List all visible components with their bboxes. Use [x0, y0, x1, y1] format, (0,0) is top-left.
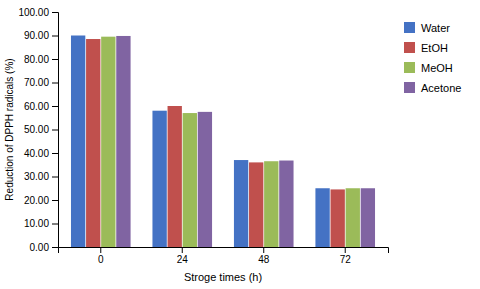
bar [361, 188, 375, 247]
bar-series [71, 36, 330, 248]
bar [346, 188, 360, 247]
legend-swatch [404, 82, 415, 93]
legend-swatch [404, 42, 415, 53]
bar [315, 188, 329, 247]
tick-label: 10.00 [24, 218, 49, 229]
tick: 30.00 [24, 171, 58, 182]
tick: 72 [340, 247, 352, 265]
tick-mark [52, 83, 58, 84]
tick-mark [52, 59, 58, 60]
legend-swatch [404, 22, 415, 33]
legend-swatch [404, 62, 415, 73]
tick: 20.00 [24, 195, 58, 206]
y-axis: 0.00 10.00 20.00 30.00 40.00 50.00 60.00 70.00 8… [18, 7, 58, 253]
tick: 0 [98, 247, 104, 265]
x-axis: 0 24 48 72 [59, 247, 389, 265]
legend-label: Water [421, 22, 450, 34]
tick: 48 [258, 247, 270, 265]
legend-label: MeOH [421, 62, 453, 74]
tick: 24 [177, 247, 189, 265]
tick-mark [52, 153, 58, 154]
tick-label: 24 [177, 254, 189, 265]
bar [86, 39, 100, 247]
tick: 50.00 [24, 124, 58, 135]
bar [279, 161, 293, 247]
tick-label: 100.00 [18, 7, 49, 18]
bar [168, 106, 182, 247]
tick-mark [52, 224, 58, 225]
tick: 100.00 [18, 7, 58, 18]
tick-mark [263, 247, 264, 253]
legend-item: MeOH [404, 62, 453, 74]
tick-mark [52, 177, 58, 178]
bar [101, 37, 115, 247]
tick-label: 40.00 [24, 148, 49, 159]
bar [152, 111, 166, 247]
bar [264, 161, 278, 247]
x-axis-title: Stroge times (h) [184, 271, 262, 283]
legend-item: EtOH [404, 42, 448, 54]
bar [71, 36, 85, 248]
legend: Water EtOH MeOH Acetone [404, 22, 461, 94]
tick-mark [345, 247, 346, 253]
chart: 0 24 48 72 0.00 10.00 20.00 30.00 40.00 50.00 60.0… [0, 0, 480, 289]
tick-mark [52, 200, 58, 201]
tick: 90.00 [24, 30, 58, 41]
tick-mark [52, 36, 58, 37]
tick: 60.00 [24, 101, 58, 112]
tick: 40.00 [24, 148, 58, 159]
legend-label: Acetone [421, 82, 461, 94]
bar [249, 162, 263, 247]
bar-series [101, 37, 360, 247]
tick: 0.00 [30, 242, 58, 253]
legend-item: Acetone [404, 82, 461, 94]
legend-label: EtOH [421, 42, 448, 54]
tick-label: 0 [98, 254, 104, 265]
bar [183, 113, 197, 247]
tick: 80.00 [24, 54, 58, 65]
tick-label: 60.00 [24, 101, 49, 112]
bars [71, 36, 375, 248]
tick-mark [182, 247, 183, 253]
tick-label: 0.00 [30, 242, 50, 253]
bar [331, 189, 345, 247]
tick-mark [52, 247, 58, 248]
tick-label: 50.00 [24, 124, 49, 135]
tick-label: 90.00 [24, 30, 49, 41]
tick-label: 72 [340, 254, 352, 265]
tick-label: 30.00 [24, 171, 49, 182]
tick-label: 80.00 [24, 54, 49, 65]
bar-series [116, 36, 375, 247]
bar [198, 112, 212, 247]
axis-line [52, 13, 59, 248]
tick-mark [52, 12, 58, 13]
tick-label: 48 [258, 254, 270, 265]
tick-mark [100, 247, 101, 253]
legend-item: Water [404, 22, 450, 34]
bar [234, 160, 248, 247]
tick: 70.00 [24, 77, 58, 88]
tick-mark [52, 130, 58, 131]
tick-label: 20.00 [24, 195, 49, 206]
tick-label: 70.00 [24, 77, 49, 88]
axis-line [59, 248, 389, 254]
y-axis-title: Reduction of DPPH radicals (%) [4, 58, 15, 200]
tick: 10.00 [24, 218, 58, 229]
tick-mark [52, 106, 58, 107]
bar [116, 36, 130, 247]
plot: 0 24 48 72 0.00 10.00 20.00 30.00 40.00 50.00 60.0… [18, 7, 388, 265]
